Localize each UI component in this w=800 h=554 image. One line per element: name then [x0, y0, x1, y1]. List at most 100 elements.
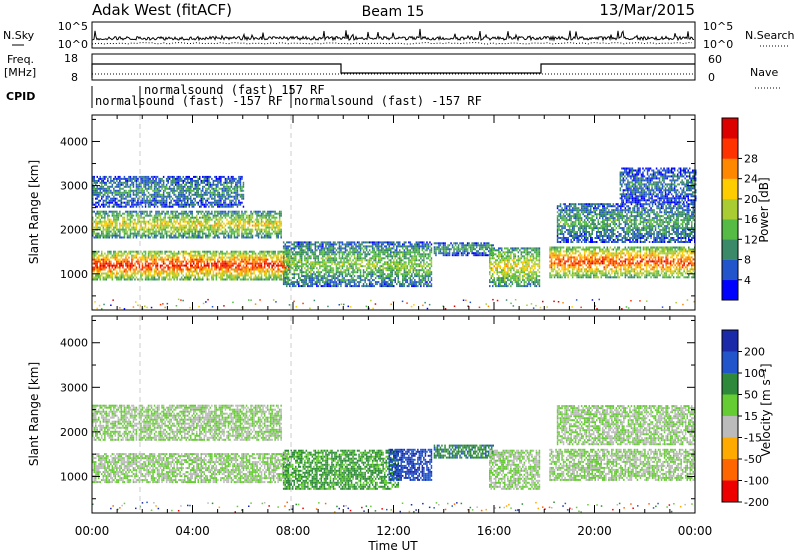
heatmap-cell	[230, 274, 233, 277]
heatmap-cell	[165, 201, 168, 204]
heatmap-cell	[371, 255, 374, 258]
heatmap-cell	[208, 256, 210, 259]
heatmap-cell	[359, 271, 362, 274]
heatmap-cell	[358, 275, 360, 278]
heatmap-cell	[254, 276, 257, 279]
heatmap-cell	[202, 254, 204, 257]
heatmap-cell	[199, 278, 201, 281]
heatmap-cell	[92, 234, 94, 237]
heatmap-cell	[153, 220, 156, 223]
heatmap-cell	[287, 249, 289, 252]
heatmap-cell	[197, 254, 199, 257]
heatmap-cell	[122, 270, 124, 273]
heatmap-cell	[116, 218, 118, 221]
heatmap-cell	[232, 210, 234, 213]
heatmap-cell	[116, 226, 118, 229]
heatmap-cell	[111, 220, 114, 223]
heatmap-cell	[344, 285, 347, 288]
heatmap-cell	[275, 274, 278, 277]
heatmap-cell	[281, 270, 284, 273]
heatmap-cell	[131, 216, 133, 219]
heatmap-cell	[140, 191, 142, 194]
heatmap-cell	[120, 224, 123, 227]
heatmap-cell	[108, 201, 111, 204]
heatmap-cell	[135, 175, 138, 178]
heatmap-cell	[119, 181, 121, 184]
heatmap-cell	[296, 269, 298, 272]
heatmap-cell	[110, 191, 112, 194]
heatmap-cell	[125, 220, 127, 223]
heatmap-cell	[184, 179, 186, 182]
heatmap-cell	[110, 175, 112, 178]
heatmap-cell	[302, 249, 304, 252]
heatmap-cell	[182, 191, 184, 194]
heatmap-cell	[256, 276, 258, 279]
heatmap-cell	[191, 232, 193, 235]
heatmap-cell	[197, 203, 199, 206]
heatmap-cell	[92, 268, 94, 271]
heatmap-cell	[205, 226, 207, 229]
heatmap-cell	[214, 191, 216, 194]
heatmap-cell	[344, 273, 347, 276]
heatmap-cell	[368, 271, 371, 274]
heatmap-cell	[184, 278, 186, 281]
heatmap-cell	[137, 272, 139, 275]
heatmap-cell	[194, 193, 196, 196]
heatmap-cell	[196, 191, 198, 194]
heatmap-cell	[263, 234, 266, 237]
heatmap-cell	[196, 260, 198, 263]
heatmap-cell	[211, 177, 213, 180]
freq-tick-low: 8	[71, 71, 78, 84]
heatmap-cell	[364, 281, 366, 284]
heatmap-cell	[368, 257, 371, 260]
heatmap-cell	[275, 270, 278, 273]
heatmap-cell	[212, 226, 215, 229]
heatmap-cell	[236, 212, 239, 215]
heatmap-cell	[138, 228, 141, 231]
heatmap-cell	[374, 251, 377, 254]
heatmap-cell	[173, 179, 175, 182]
heatmap-cell	[278, 230, 281, 233]
heatmap-cell	[218, 270, 221, 273]
heatmap-cell	[152, 264, 154, 267]
heatmap-cell	[96, 262, 98, 265]
heatmap-cell	[314, 245, 317, 248]
heatmap-cell	[308, 255, 311, 258]
heatmap-cell	[257, 270, 260, 273]
heatmap-cell	[165, 234, 168, 237]
heatmap-cell	[284, 277, 286, 280]
heatmap-cell	[271, 274, 273, 277]
heatmap-cell	[155, 266, 157, 269]
heatmap-cell	[141, 256, 144, 259]
heatmap-cell	[158, 187, 160, 190]
heatmap-cell	[244, 236, 246, 239]
heatmap-cell	[126, 185, 129, 188]
heatmap-cell	[307, 285, 309, 288]
heatmap-cell	[161, 203, 163, 206]
heatmap-cell	[156, 218, 159, 221]
heatmap-cell	[260, 274, 263, 277]
heatmap-cell	[107, 197, 109, 200]
heatmap-cell	[232, 264, 234, 267]
heatmap-cell	[141, 228, 144, 231]
heatmap-cell	[164, 187, 166, 190]
heatmap-cell	[96, 252, 98, 255]
heatmap-cell	[105, 210, 108, 213]
heatmap-cell	[352, 273, 354, 276]
heatmap-cell	[361, 243, 363, 246]
heatmap-cell	[104, 228, 106, 231]
heatmap-cell	[319, 267, 321, 270]
heatmap-cell	[98, 260, 100, 263]
heatmap-cell	[206, 183, 209, 186]
heatmap-cell	[356, 277, 359, 280]
heatmap-cell	[188, 181, 190, 184]
heatmap-cell	[155, 197, 157, 200]
heatmap-cell	[296, 243, 298, 246]
heatmap-cell	[170, 179, 172, 182]
heatmap-cell	[310, 265, 312, 268]
heatmap-cell	[202, 195, 204, 198]
heatmap-cell	[188, 187, 190, 190]
heatmap-cell	[174, 216, 177, 219]
heatmap-cell	[334, 253, 336, 256]
heatmap-cell	[259, 216, 261, 219]
